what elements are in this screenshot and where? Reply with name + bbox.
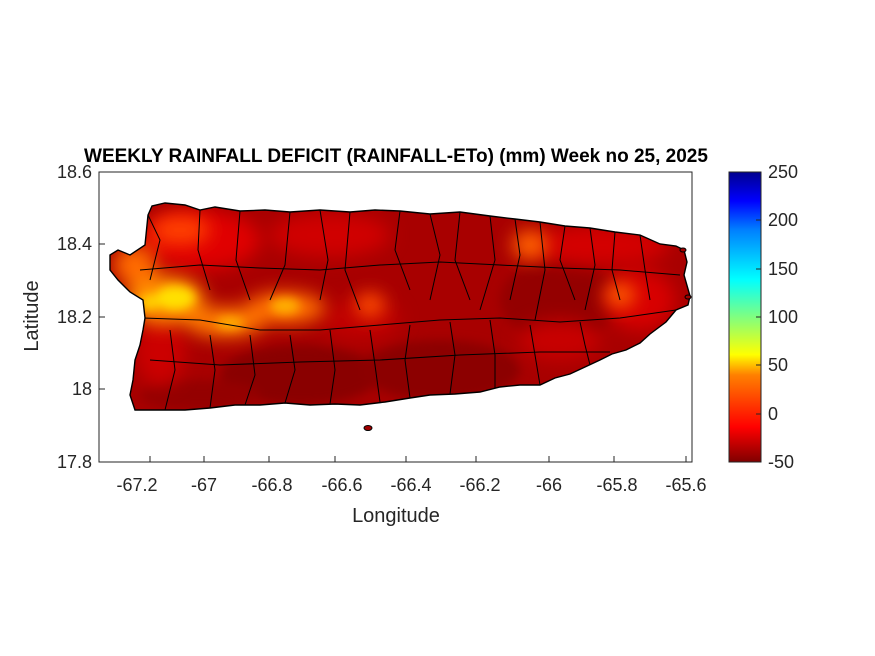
chart-title: WEEKLY RAINFALL DEFICIT (RAINFALL-ETo) (… — [84, 146, 708, 167]
x-tick-label: -65.8 — [596, 475, 637, 495]
x-tick-label: -66.4 — [390, 475, 431, 495]
colorbar-tick-label: 250 — [768, 162, 798, 182]
y-tick-label: 18.6 — [57, 162, 92, 182]
x-tick-label: -66.2 — [459, 475, 500, 495]
x-axis-label: Longitude — [352, 505, 440, 527]
colorbar: 250 200 150 100 50 0 -50 — [728, 162, 798, 472]
y-axis-label: Latitude — [21, 280, 43, 351]
y-tick-label: 18.2 — [57, 307, 92, 327]
x-tick-label: -66.8 — [251, 475, 292, 495]
colorbar-bar — [728, 171, 762, 463]
island-outline — [109, 202, 691, 411]
colorbar-tick-label: 100 — [768, 307, 798, 327]
deficit-blobs-yellow — [140, 286, 300, 329]
x-tick-label: -67.2 — [116, 475, 157, 495]
colorbar-tick-label: 200 — [768, 210, 798, 230]
small-island — [684, 294, 692, 300]
colorbar-tick-label: 150 — [768, 259, 798, 279]
x-tick-label: -66 — [536, 475, 562, 495]
x-tick-label: -65.6 — [665, 475, 706, 495]
x-tick-label: -67 — [191, 475, 217, 495]
deficit-blobs-darkest — [140, 260, 620, 410]
small-island — [679, 247, 687, 253]
y-tick-label: 17.8 — [57, 452, 92, 472]
small-island — [363, 425, 373, 431]
municipality-boundaries — [139, 209, 681, 410]
x-tick-label: -66.6 — [321, 475, 362, 495]
colorbar-tick-label: -50 — [768, 452, 794, 472]
y-axis: 18.6 18.4 18.2 18 17.8 Latitude — [21, 162, 105, 472]
colorbar-tick-label: 0 — [768, 404, 778, 424]
y-tick-label: 18 — [72, 379, 92, 399]
rainfall-deficit-heatmap — [110, 203, 690, 410]
colorbar-tick-label: 50 — [768, 355, 788, 375]
y-tick-label: 18.4 — [57, 234, 92, 254]
x-axis: -67.2 -67 -66.8 -66.6 -66.4 -66.2 -66 -6… — [116, 456, 707, 527]
